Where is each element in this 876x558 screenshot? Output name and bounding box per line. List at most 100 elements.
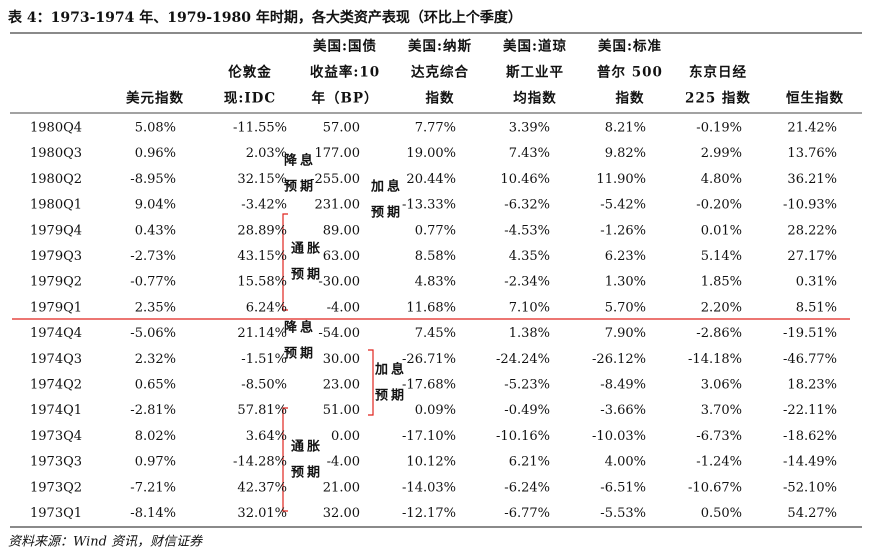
cell: -0.49% (504, 403, 550, 418)
brackets (282, 213, 374, 512)
cell: -22.11% (783, 403, 837, 418)
column-header: 美国:国债 (313, 38, 377, 55)
cell: -26.71% (402, 352, 456, 367)
cell: 3.64% (246, 429, 287, 444)
row-label: 1974Q2 (30, 378, 82, 393)
cell: -6.32% (504, 198, 550, 213)
cell: 177.00 (315, 146, 361, 161)
column-header: 美元指数 (126, 90, 184, 107)
cell: 231.00 (315, 198, 361, 213)
cell: -6.51% (600, 480, 646, 495)
column-header: 美国:标准 (598, 38, 662, 55)
cell: 0.00 (331, 429, 360, 444)
cell: -8.95% (130, 172, 176, 187)
cell: -11.55% (233, 121, 287, 136)
cell: -10.67% (688, 480, 742, 495)
cell: 0.09% (415, 403, 456, 418)
cell: -4.00 (327, 300, 360, 315)
cell: -7.21% (130, 480, 176, 495)
cell: 0.97% (135, 455, 176, 470)
cell: 9.82% (605, 146, 646, 161)
annotation: 预期 (284, 347, 316, 362)
column-header: 225 指数 (685, 90, 751, 107)
bracket (282, 407, 288, 512)
cell: 3.39% (509, 121, 550, 136)
cell: -5.42% (600, 198, 646, 213)
cell: -255.00 (310, 172, 360, 187)
row-label: 1973Q4 (30, 429, 82, 444)
cell: -3.66% (600, 403, 646, 418)
cell: 51.00 (323, 403, 360, 418)
cell: -14.03% (402, 480, 456, 495)
cell: 63.00 (323, 249, 360, 264)
row-label: 1980Q3 (30, 146, 82, 161)
cell: 27.17% (787, 249, 837, 264)
cell: 2.03% (246, 146, 287, 161)
cell: 54.27% (787, 506, 837, 521)
cell: 10.46% (500, 172, 550, 187)
cell: 36.21% (787, 172, 837, 187)
cell: 2.20% (701, 300, 742, 315)
annotation: 降息 (284, 320, 316, 336)
cell: 21.14% (237, 326, 287, 341)
annotation: 预期 (284, 180, 316, 195)
cell: 5.70% (605, 300, 646, 315)
row-label: 1979Q2 (30, 275, 82, 290)
cell: 0.31% (796, 275, 837, 290)
cell: 9.04% (135, 198, 176, 213)
cell: 19.00% (406, 146, 456, 161)
cell: 28.89% (237, 223, 287, 238)
cell: 0.01% (701, 223, 742, 238)
cell: -1.51% (241, 352, 287, 367)
cell: -8.50% (241, 378, 287, 393)
cell: 7.10% (509, 300, 550, 315)
column-header: 现:IDC (224, 91, 276, 107)
cell: -3.42% (241, 198, 287, 213)
cell: -6.77% (504, 506, 550, 521)
row-label: 1979Q4 (30, 223, 82, 238)
cell: 3.06% (701, 378, 742, 393)
column-header: 美国:道琼 (503, 38, 567, 55)
cell: 4.80% (701, 172, 742, 187)
cell: 4.83% (415, 275, 456, 290)
row-label: 1979Q3 (30, 249, 82, 264)
cell: 11.90% (596, 172, 646, 187)
cell: 57.00 (323, 121, 360, 136)
column-header: 美国:纳斯 (408, 38, 472, 55)
cell: -12.17% (402, 506, 456, 521)
cell: 57.81% (237, 403, 287, 418)
cell: -19.51% (783, 326, 837, 341)
row-label: 1979Q1 (30, 300, 82, 315)
column-header: 收益率:10 (310, 64, 380, 81)
cell: -14.49% (783, 455, 837, 470)
cell: 23.00 (323, 378, 360, 393)
row-label: 1980Q2 (30, 172, 82, 187)
cell: 13.76% (787, 146, 837, 161)
column-header: 普尔 500 (597, 64, 663, 81)
cell: 32.15% (237, 172, 287, 187)
cell: 1.38% (509, 326, 550, 341)
row-label: 1974Q4 (30, 326, 82, 341)
cell: 2.35% (135, 300, 176, 315)
cell: -8.14% (130, 506, 176, 521)
cell: 28.22% (787, 223, 837, 238)
cell: 0.50% (701, 506, 742, 521)
cell: -46.77% (783, 352, 837, 367)
cell: 10.12% (406, 455, 456, 470)
cell: -0.19% (696, 121, 742, 136)
row-label: 1980Q1 (30, 198, 82, 213)
cell: -4.53% (504, 223, 550, 238)
row-label: 1973Q2 (30, 480, 82, 495)
cell: 20.44% (406, 172, 456, 187)
cell: -14.18% (688, 352, 742, 367)
bracket (368, 349, 374, 416)
cell: -6.24% (504, 480, 550, 495)
bracket (282, 213, 288, 311)
cell: 21.00 (323, 480, 360, 495)
row-label: 1980Q4 (30, 121, 82, 136)
cell: -0.20% (696, 198, 742, 213)
cell: -17.68% (402, 378, 456, 393)
cell: 0.43% (135, 223, 176, 238)
cell: -10.03% (592, 429, 646, 444)
